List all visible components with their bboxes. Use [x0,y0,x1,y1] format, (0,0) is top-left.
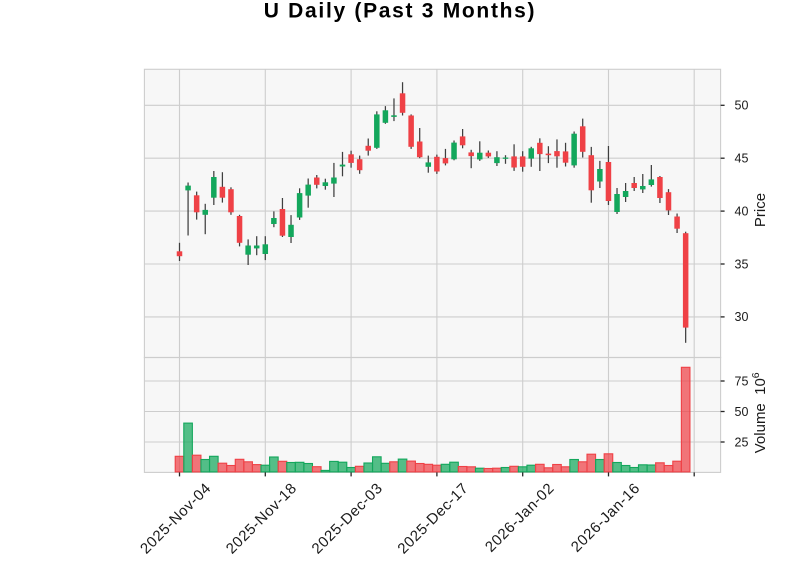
svg-text:Volume 106: Volume 106 [750,372,769,453]
svg-text:45: 45 [735,152,749,166]
svg-text:25: 25 [735,435,749,449]
svg-text:Price: Price [752,193,769,227]
svg-text:U Daily (Past 3 Months): U Daily (Past 3 Months) [264,0,536,23]
svg-text:50: 50 [735,99,749,113]
svg-text:30: 30 [735,310,749,324]
svg-text:40: 40 [735,204,749,218]
svg-text:75: 75 [735,374,749,388]
svg-text:50: 50 [735,405,749,419]
svg-text:35: 35 [735,257,749,271]
